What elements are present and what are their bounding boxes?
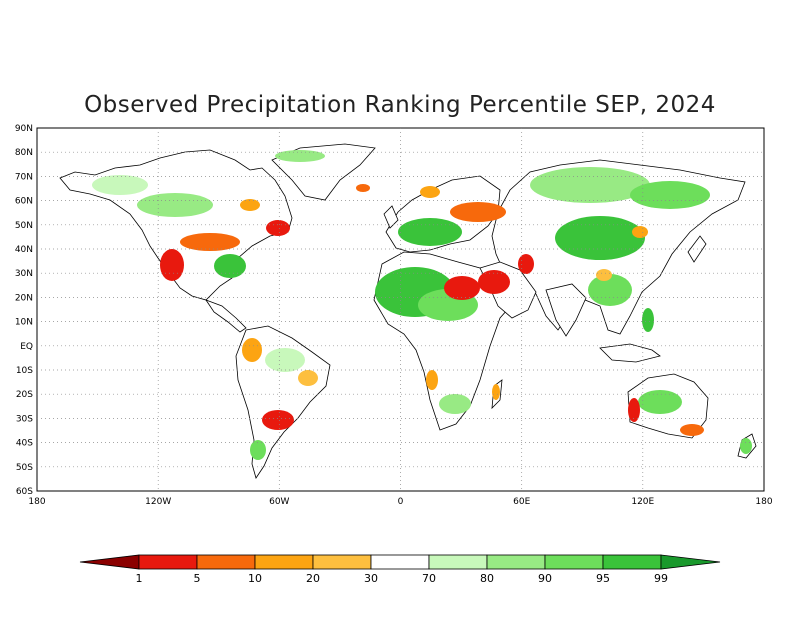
lat-label: 90N <box>15 124 33 134</box>
indonesia <box>599 343 661 363</box>
dry-area-us-west <box>160 249 184 281</box>
lat-label: 30N <box>15 269 33 279</box>
wet-area-canada <box>137 193 213 217</box>
lat-label: 10N <box>15 318 33 328</box>
lat-label: 20S <box>16 390 33 400</box>
legend-tick: 20 <box>306 572 320 585</box>
legend-colorbar <box>79 554 721 570</box>
wet-area-australia <box>638 390 682 414</box>
dry-area-china <box>596 269 612 281</box>
dry-area-scandinavia <box>420 186 440 198</box>
dry-area-brazil-east <box>298 370 318 386</box>
dry-area-egypt <box>444 276 480 300</box>
dry-area-bolivia <box>242 338 262 362</box>
lon-label: 180 <box>755 497 772 507</box>
wet-area-east-siberia <box>630 181 710 209</box>
lat-label: 60S <box>16 487 33 497</box>
longitude-labels: 180 120W 60W 0 60E 120E 180 <box>28 497 772 507</box>
legend-tick: 5 <box>194 572 201 585</box>
wet-area-new-zealand <box>740 438 752 454</box>
wet-area-china <box>588 274 632 306</box>
legend-tick: 70 <box>422 572 436 585</box>
legend-arrow-high <box>660 554 721 570</box>
lat-label: 70N <box>15 172 33 182</box>
dry-area-iraq <box>478 270 510 294</box>
lat-label: EQ <box>20 342 33 352</box>
india <box>545 283 587 337</box>
lat-label: 40N <box>15 245 33 255</box>
legend-tick: 90 <box>538 572 552 585</box>
lat-label: 50S <box>16 463 33 473</box>
legend-swatch <box>370 554 430 570</box>
dry-area-australia-sw <box>628 398 640 422</box>
wet-area-siberia <box>530 167 650 203</box>
legend-tick: 30 <box>364 572 378 585</box>
dry-area-argentina <box>262 410 294 430</box>
map-content <box>37 128 764 491</box>
dry-area-us-plains <box>180 233 240 251</box>
lat-label: 60N <box>15 197 33 207</box>
latitude-labels: 90N 80N 70N 60N 50N 40N 30N 20N 10N EQ 1… <box>15 124 33 497</box>
lat-label: 20N <box>15 293 33 303</box>
wet-area-philippines <box>642 308 654 332</box>
dry-area-new-england <box>266 220 290 236</box>
legend-swatch <box>486 554 546 570</box>
wet-area-south-africa <box>439 394 471 414</box>
legend-swatch <box>602 554 662 570</box>
wet-area-alaska <box>92 175 148 195</box>
map-title: Observed Precipitation Ranking Percentil… <box>84 92 716 118</box>
british-isles <box>383 205 399 229</box>
dry-area-madagascar <box>492 384 500 400</box>
dry-area-iceland <box>356 184 370 192</box>
legend-swatch <box>312 554 372 570</box>
wet-area-europe <box>398 218 462 246</box>
lon-label: 60E <box>513 497 530 507</box>
lon-label: 180 <box>28 497 45 507</box>
graticule <box>37 128 764 491</box>
legend-swatch <box>138 554 198 570</box>
lon-label: 120E <box>631 497 654 507</box>
wet-area-us-east <box>214 254 246 278</box>
legend-tick: 95 <box>596 572 610 585</box>
lon-label: 0 <box>398 497 404 507</box>
lon-label: 60W <box>269 497 289 507</box>
legend-labels: 1 5 10 20 30 70 80 90 95 99 <box>136 572 669 585</box>
legend-swatch <box>428 554 488 570</box>
legend-tick: 99 <box>654 572 668 585</box>
legend-swatch <box>196 554 256 570</box>
dry-area-australia-se <box>680 424 704 436</box>
wet-area-amazon <box>265 348 305 372</box>
lon-label: 120W <box>145 497 171 507</box>
central-america <box>204 299 247 333</box>
legend-arrow-low <box>79 554 140 570</box>
legend-tick: 10 <box>248 572 262 585</box>
legend-tick: 80 <box>480 572 494 585</box>
legend-swatch <box>254 554 314 570</box>
dry-area-ukraine-russia <box>450 202 506 222</box>
legend-tick: 1 <box>136 572 143 585</box>
wet-area-central-asia <box>555 216 645 260</box>
lat-label: 30S <box>16 414 33 424</box>
lat-label: 40S <box>16 439 33 449</box>
dry-area-canada-east <box>240 199 260 211</box>
dry-area-angola <box>426 370 438 390</box>
lat-label: 10S <box>16 366 33 376</box>
wet-area-patagonia <box>250 440 266 460</box>
legend-swatch <box>544 554 604 570</box>
dry-area-iran <box>518 254 534 274</box>
south-america <box>235 325 331 479</box>
lat-label: 50N <box>15 221 33 231</box>
lat-label: 80N <box>15 148 33 158</box>
wet-area-greenland-coast <box>275 150 325 162</box>
dry-area-mongolia <box>632 226 648 238</box>
